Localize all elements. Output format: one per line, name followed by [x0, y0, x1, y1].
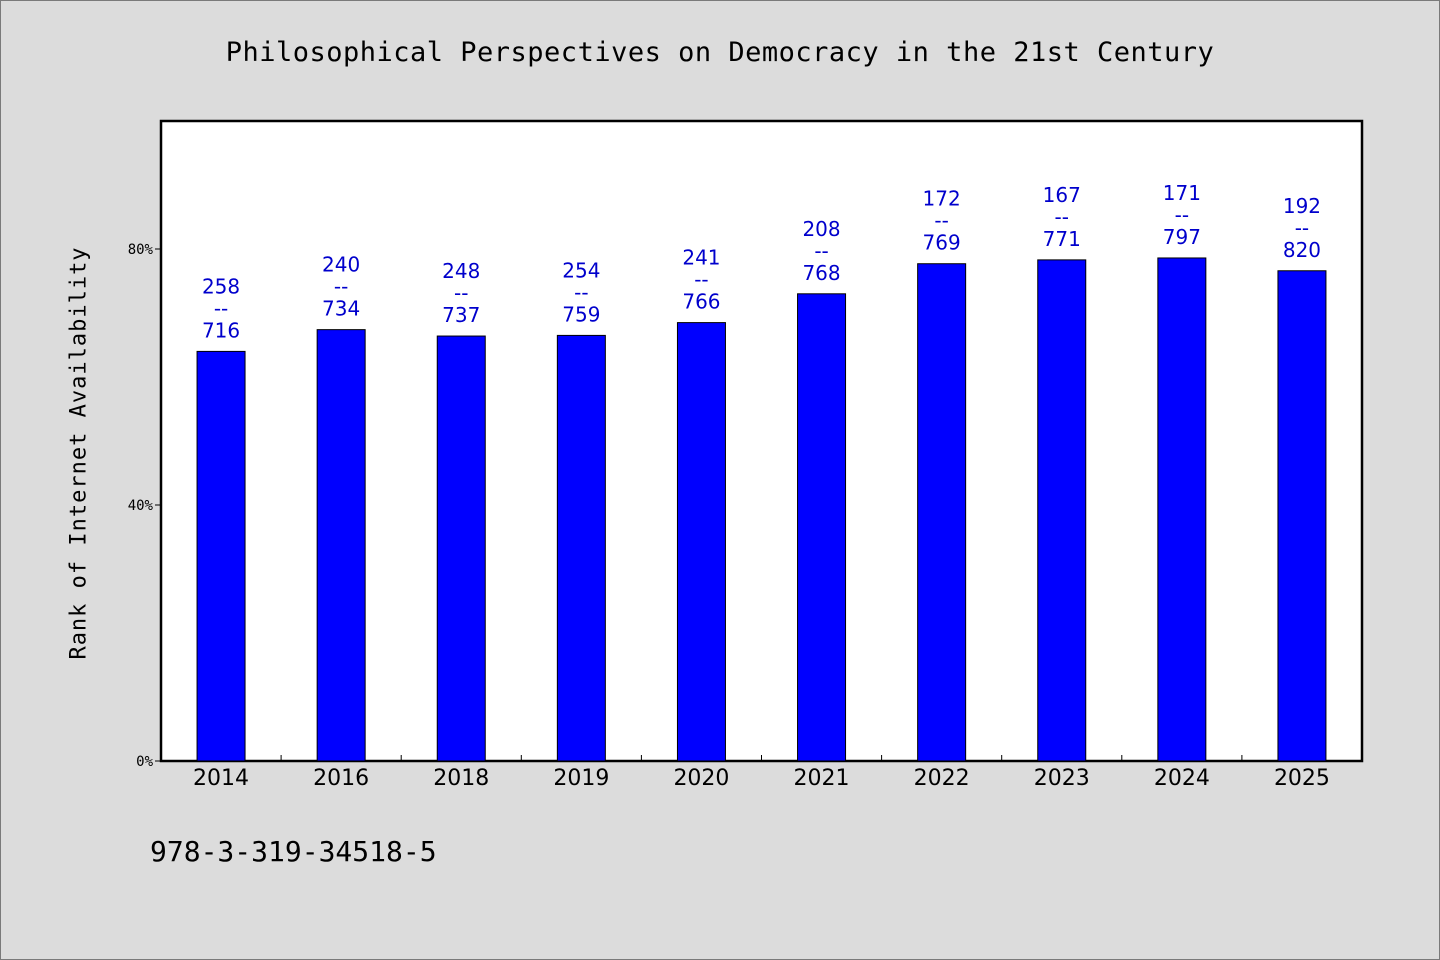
x-tick-label: 2018 [433, 766, 489, 791]
bar [1277, 270, 1327, 762]
bar [1037, 259, 1087, 762]
chart-title: Philosophical Perspectives on Democracy … [225, 37, 1215, 68]
data-label-separator: -- [694, 268, 708, 292]
data-label-bottom: 766 [682, 290, 720, 314]
data-label-bottom: 759 [562, 302, 600, 326]
bar [436, 335, 486, 762]
data-label-top: 254 [562, 258, 600, 282]
bar [676, 322, 726, 762]
data-label-bottom: 820 [1283, 238, 1321, 262]
data-label-separator: -- [214, 296, 228, 320]
bar [556, 334, 606, 762]
data-label-top: 192 [1283, 194, 1321, 218]
data-label-separator: -- [934, 209, 948, 233]
data-label-top: 241 [682, 246, 720, 270]
data-label-bottom: 771 [1043, 227, 1081, 251]
data-label-bottom: 716 [202, 318, 240, 342]
x-tick-label: 2016 [313, 766, 369, 791]
data-label-separator: -- [574, 280, 588, 304]
data-label-separator: -- [1175, 203, 1189, 227]
y-tick-label: 80% [128, 242, 154, 258]
x-tick-label: 2020 [673, 766, 729, 791]
data-label-bottom: 797 [1163, 225, 1201, 249]
x-tick-label: 2023 [1034, 766, 1090, 791]
x-tick-label: 2014 [193, 766, 249, 791]
data-label-top: 248 [442, 259, 480, 283]
y-tick-label: 40% [128, 498, 154, 514]
data-label-bottom: 734 [322, 297, 360, 321]
bar [196, 350, 246, 762]
data-label-top: 258 [202, 274, 240, 298]
data-label-top: 171 [1163, 181, 1201, 205]
x-tick-label: 2022 [914, 766, 970, 791]
x-tick-label: 2024 [1154, 766, 1210, 791]
data-label-top: 240 [322, 253, 360, 277]
data-label-bottom: 768 [802, 261, 840, 285]
data-label-top: 172 [923, 187, 961, 211]
bar [316, 329, 366, 762]
x-tick-label: 2019 [553, 766, 609, 791]
data-label-bottom: 769 [923, 231, 961, 255]
y-tick-label: 0% [136, 754, 153, 770]
data-label-top: 167 [1043, 183, 1081, 207]
x-tick-label: 2025 [1274, 766, 1330, 791]
data-label-separator: -- [1055, 205, 1069, 229]
data-label-top: 208 [802, 217, 840, 241]
x-tick-label: 2021 [794, 766, 850, 791]
bar [797, 293, 847, 762]
data-label-separator: -- [334, 275, 348, 299]
bar [917, 263, 967, 762]
data-label-separator: -- [814, 239, 828, 263]
y-axis-label: Rank of Internet Availability [66, 246, 92, 660]
isbn-code: 978-3-319-34518-5 [150, 835, 437, 868]
bar [1157, 257, 1207, 762]
data-label-separator: -- [454, 281, 468, 305]
data-label-separator: -- [1295, 216, 1309, 240]
data-label-bottom: 737 [442, 303, 480, 327]
